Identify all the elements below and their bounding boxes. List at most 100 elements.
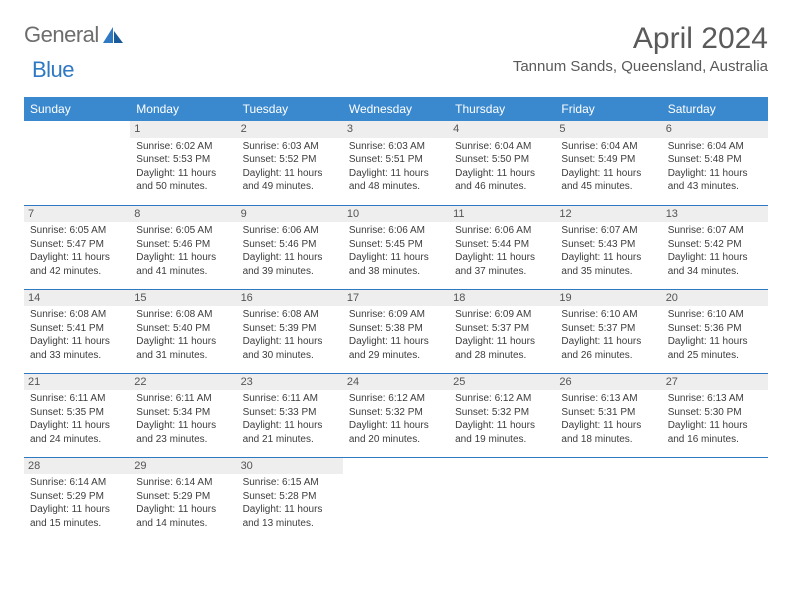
calendar-day: 24Sunrise: 6:12 AMSunset: 5:32 PMDayligh… (343, 373, 449, 457)
day-number: 3 (343, 121, 449, 138)
sunset-text: Sunset: 5:34 PM (136, 406, 230, 420)
calendar-day: 9Sunrise: 6:06 AMSunset: 5:46 PMDaylight… (237, 205, 343, 289)
daylight-text: Daylight: 11 hours and 13 minutes. (243, 503, 337, 530)
day-number: 24 (343, 374, 449, 391)
day-number: 8 (130, 206, 236, 223)
daylight-text: Daylight: 11 hours and 16 minutes. (668, 419, 762, 446)
logo-text-blue: Blue (32, 57, 74, 83)
sunrise-text: Sunrise: 6:11 AM (243, 392, 337, 406)
calendar-day: 3Sunrise: 6:03 AMSunset: 5:51 PMDaylight… (343, 121, 449, 205)
weekday-header: Wednesday (343, 97, 449, 121)
calendar-day: 22Sunrise: 6:11 AMSunset: 5:34 PMDayligh… (130, 373, 236, 457)
sunset-text: Sunset: 5:44 PM (455, 238, 549, 252)
sunrise-text: Sunrise: 6:13 AM (561, 392, 655, 406)
logo-sail-icon (103, 27, 123, 48)
sunset-text: Sunset: 5:49 PM (561, 153, 655, 167)
day-number: 18 (449, 290, 555, 307)
calendar-week: 28Sunrise: 6:14 AMSunset: 5:29 PMDayligh… (24, 457, 768, 541)
sunrise-text: Sunrise: 6:12 AM (455, 392, 549, 406)
location: Tannum Sands, Queensland, Australia (513, 58, 768, 75)
weekday-header: Thursday (449, 97, 555, 121)
daylight-text: Daylight: 11 hours and 30 minutes. (243, 335, 337, 362)
sunrise-text: Sunrise: 6:14 AM (136, 476, 230, 490)
title-block: April 2024 Tannum Sands, Queensland, Aus… (513, 22, 768, 75)
daylight-text: Daylight: 11 hours and 46 minutes. (455, 167, 549, 194)
day-number: 13 (662, 206, 768, 223)
calendar-day: 26Sunrise: 6:13 AMSunset: 5:31 PMDayligh… (555, 373, 661, 457)
sunset-text: Sunset: 5:35 PM (30, 406, 124, 420)
daylight-text: Daylight: 11 hours and 31 minutes. (136, 335, 230, 362)
calendar-day: 17Sunrise: 6:09 AMSunset: 5:38 PMDayligh… (343, 289, 449, 373)
sunrise-text: Sunrise: 6:04 AM (455, 140, 549, 154)
sunrise-text: Sunrise: 6:09 AM (349, 308, 443, 322)
sunrise-text: Sunrise: 6:15 AM (243, 476, 337, 490)
calendar-body: .1Sunrise: 6:02 AMSunset: 5:53 PMDayligh… (24, 121, 768, 541)
calendar-day: 4Sunrise: 6:04 AMSunset: 5:50 PMDaylight… (449, 121, 555, 205)
day-number: 14 (24, 290, 130, 307)
day-number: 19 (555, 290, 661, 307)
calendar-week: .1Sunrise: 6:02 AMSunset: 5:53 PMDayligh… (24, 121, 768, 205)
daylight-text: Daylight: 11 hours and 20 minutes. (349, 419, 443, 446)
sunrise-text: Sunrise: 6:12 AM (349, 392, 443, 406)
day-number: 23 (237, 374, 343, 391)
day-number: 26 (555, 374, 661, 391)
sunset-text: Sunset: 5:31 PM (561, 406, 655, 420)
sunrise-text: Sunrise: 6:03 AM (243, 140, 337, 154)
sunrise-text: Sunrise: 6:04 AM (561, 140, 655, 154)
weekday-header: Tuesday (237, 97, 343, 121)
sunset-text: Sunset: 5:45 PM (349, 238, 443, 252)
day-number: 1 (130, 121, 236, 138)
day-number: 28 (24, 458, 130, 475)
daylight-text: Daylight: 11 hours and 39 minutes. (243, 251, 337, 278)
day-number: 29 (130, 458, 236, 475)
calendar-day: . (555, 457, 661, 541)
calendar-day: 7Sunrise: 6:05 AMSunset: 5:47 PMDaylight… (24, 205, 130, 289)
sunset-text: Sunset: 5:48 PM (668, 153, 762, 167)
sunrise-text: Sunrise: 6:02 AM (136, 140, 230, 154)
sunrise-text: Sunrise: 6:03 AM (349, 140, 443, 154)
day-number: 7 (24, 206, 130, 223)
daylight-text: Daylight: 11 hours and 42 minutes. (30, 251, 124, 278)
day-number: 12 (555, 206, 661, 223)
calendar-day: . (662, 457, 768, 541)
daylight-text: Daylight: 11 hours and 21 minutes. (243, 419, 337, 446)
weekday-header: Monday (130, 97, 236, 121)
day-number: 27 (662, 374, 768, 391)
sunrise-text: Sunrise: 6:06 AM (455, 224, 549, 238)
daylight-text: Daylight: 11 hours and 34 minutes. (668, 251, 762, 278)
calendar-day: 11Sunrise: 6:06 AMSunset: 5:44 PMDayligh… (449, 205, 555, 289)
sunrise-text: Sunrise: 6:08 AM (30, 308, 124, 322)
calendar-day: . (449, 457, 555, 541)
daylight-text: Daylight: 11 hours and 35 minutes. (561, 251, 655, 278)
calendar-head: SundayMondayTuesdayWednesdayThursdayFrid… (24, 97, 768, 121)
sunset-text: Sunset: 5:32 PM (455, 406, 549, 420)
sunset-text: Sunset: 5:42 PM (668, 238, 762, 252)
sunrise-text: Sunrise: 6:05 AM (136, 224, 230, 238)
daylight-text: Daylight: 11 hours and 38 minutes. (349, 251, 443, 278)
daylight-text: Daylight: 11 hours and 19 minutes. (455, 419, 549, 446)
calendar-day: 1Sunrise: 6:02 AMSunset: 5:53 PMDaylight… (130, 121, 236, 205)
calendar-day: 27Sunrise: 6:13 AMSunset: 5:30 PMDayligh… (662, 373, 768, 457)
day-number: 17 (343, 290, 449, 307)
day-number: 21 (24, 374, 130, 391)
calendar-day: 28Sunrise: 6:14 AMSunset: 5:29 PMDayligh… (24, 457, 130, 541)
sunrise-text: Sunrise: 6:10 AM (561, 308, 655, 322)
sunset-text: Sunset: 5:51 PM (349, 153, 443, 167)
sunrise-text: Sunrise: 6:13 AM (668, 392, 762, 406)
day-number: 10 (343, 206, 449, 223)
day-number: 25 (449, 374, 555, 391)
logo: General (24, 22, 125, 48)
calendar-day: 18Sunrise: 6:09 AMSunset: 5:37 PMDayligh… (449, 289, 555, 373)
sunrise-text: Sunrise: 6:07 AM (561, 224, 655, 238)
daylight-text: Daylight: 11 hours and 29 minutes. (349, 335, 443, 362)
sunset-text: Sunset: 5:43 PM (561, 238, 655, 252)
sunset-text: Sunset: 5:46 PM (243, 238, 337, 252)
daylight-text: Daylight: 11 hours and 37 minutes. (455, 251, 549, 278)
calendar-day: 20Sunrise: 6:10 AMSunset: 5:36 PMDayligh… (662, 289, 768, 373)
day-number: 6 (662, 121, 768, 138)
month-title: April 2024 (513, 22, 768, 56)
daylight-text: Daylight: 11 hours and 50 minutes. (136, 167, 230, 194)
calendar-day: 2Sunrise: 6:03 AMSunset: 5:52 PMDaylight… (237, 121, 343, 205)
calendar-day: 15Sunrise: 6:08 AMSunset: 5:40 PMDayligh… (130, 289, 236, 373)
sunset-text: Sunset: 5:46 PM (136, 238, 230, 252)
